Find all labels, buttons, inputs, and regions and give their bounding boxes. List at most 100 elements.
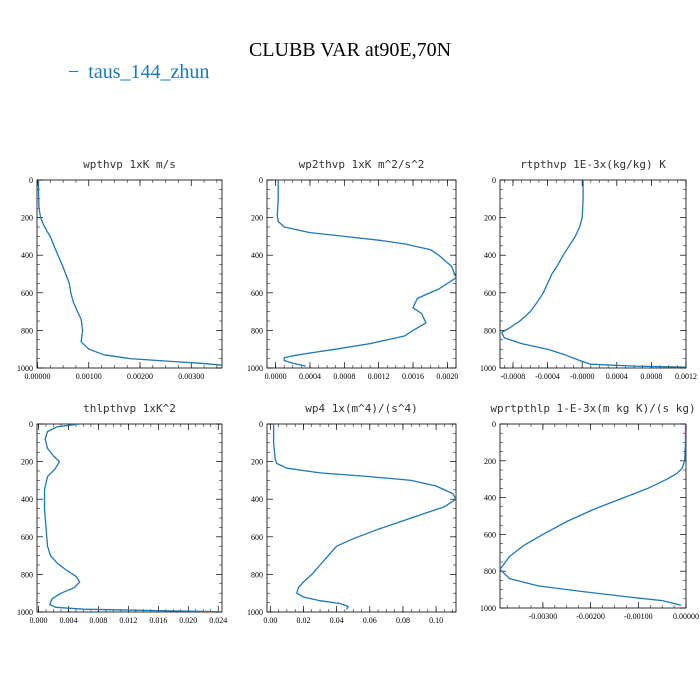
y-tick-label: 600 (251, 533, 263, 542)
plot-frame (266, 423, 457, 613)
series-line (276, 180, 456, 367)
series-line (43, 424, 219, 612)
y-tick-label: 200 (484, 214, 496, 223)
y-tick-label: 600 (21, 533, 33, 542)
x-tick-label: 0.008 (89, 616, 107, 625)
y-tick-label: 400 (21, 495, 33, 504)
y-tick-label: 600 (21, 289, 33, 298)
y-tick-label: 0 (259, 420, 263, 429)
x-tick-label: 0.0008 (640, 372, 662, 381)
x-tick-label: 0.0016 (402, 372, 424, 381)
y-tick-label: 400 (251, 251, 263, 260)
x-tick-label: 0.00200 (127, 372, 153, 381)
legend: − taus_144_zhun (68, 61, 209, 83)
x-tick-label: 0.10 (429, 616, 443, 625)
y-tick-label: 200 (21, 214, 33, 223)
panel-title: wpthvp 1xK m/s (83, 158, 176, 171)
y-tick-label: 0 (29, 420, 33, 429)
y-tick-label: 0 (492, 420, 496, 429)
y-tick-label: 1000 (480, 604, 496, 613)
y-tick-label: 1000 (17, 364, 33, 373)
x-tick-label: 0.004 (59, 616, 77, 625)
y-tick-label: 200 (251, 458, 263, 467)
y-tick-label: 800 (251, 570, 263, 579)
y-tick-label: 200 (251, 214, 263, 223)
y-tick-label: 400 (484, 251, 496, 260)
panel-title: thlpthvp 1xK^2 (83, 402, 176, 415)
x-tick-label: 0.024 (209, 616, 227, 625)
x-tick-label: 0.0020 (436, 372, 458, 381)
series-line (500, 424, 686, 606)
panel-1: wpthvp 1xK m/s 0.00000 0.00100 0.00200 0.003… (17, 158, 223, 381)
x-tick-label: 0.012 (119, 616, 137, 625)
y-tick-label: 400 (21, 251, 33, 260)
x-tick-label: -0.0004 (535, 372, 560, 381)
y-tick-label: 400 (484, 494, 496, 503)
y-tick-label: 600 (251, 289, 263, 298)
plot-frame (36, 179, 223, 369)
x-tick-label: -0.00200 (576, 612, 605, 621)
y-tick-label: 800 (251, 326, 263, 335)
x-tick-label: 0.0012 (675, 372, 697, 381)
legend-label: taus_144_zhun (88, 61, 209, 83)
y-tick-label: 200 (21, 458, 33, 467)
y-tick-label: 800 (484, 567, 496, 576)
panel-3: rtpthvp 1E-3x(kg/kg) K -0.0008 -0.0004 -0.0… (480, 158, 697, 381)
legend-entry: − taus_144_zhun (68, 61, 209, 83)
x-tick-label: -0.0000 (570, 372, 595, 381)
panel-4: thlpthvp 1xK^2 0.000 0.004 0.008 0.012 0.016 0… (17, 402, 227, 625)
panel-title: wp2thvp 1xK m^2/s^2 (299, 158, 425, 171)
x-tick-label: -0.00100 (624, 612, 653, 621)
series-line (37, 180, 222, 366)
figure-title: CLUBB VAR at90E,70N (249, 39, 451, 61)
legend-marker: − (68, 61, 79, 83)
plot-frame (36, 423, 223, 613)
plot-frame (499, 179, 687, 369)
x-tick-label: 0.06 (363, 616, 377, 625)
y-tick-label: 1000 (247, 364, 263, 373)
x-tick-label: -0.0008 (501, 372, 526, 381)
series-line (501, 180, 686, 368)
panel-title: wprtpthlp 1-E-3x(m kg K)/(s kg) (490, 402, 695, 415)
x-tick-label: 0.00000 (25, 372, 51, 381)
panel-2: wp2thvp 1xK m^2/s^2 0.0000 0.0004 0.0008 0.0… (247, 158, 458, 381)
panel-title: wp4 1x(m^4)/(s^4) (305, 402, 418, 415)
x-tick-label: 0.020 (179, 616, 197, 625)
y-tick-label: 0 (29, 176, 33, 185)
x-tick-label: 0.00 (263, 616, 277, 625)
x-tick-label: 0.04 (330, 616, 344, 625)
y-tick-label: 0 (492, 176, 496, 185)
y-tick-label: 1000 (17, 608, 33, 617)
x-tick-label: 0.00000 (673, 612, 699, 621)
y-tick-label: 1000 (247, 608, 263, 617)
y-tick-label: 800 (484, 326, 496, 335)
x-tick-label: 0.08 (396, 616, 410, 625)
y-tick-label: 600 (484, 530, 496, 539)
plot-frame (266, 179, 457, 369)
x-tick-label: -0.00300 (529, 612, 558, 621)
x-tick-label: 0.00100 (76, 372, 102, 381)
x-tick-label: 0.0004 (606, 372, 628, 381)
plot-frame (499, 423, 687, 609)
y-tick-label: 800 (21, 570, 33, 579)
y-tick-label: 0 (259, 176, 263, 185)
chart-panels: wpthvp 1xK m/s0.00000 0.00100 0.00200 0.003… (17, 158, 699, 625)
panel-6: wprtpthlp 1-E-3x(m kg K)/(s kg) -0.00300 -… (480, 402, 699, 621)
y-tick-label: 800 (21, 326, 33, 335)
x-tick-label: 0.00300 (178, 372, 204, 381)
x-tick-label: 0.016 (149, 616, 167, 625)
series-line (272, 424, 456, 610)
y-tick-label: 200 (484, 457, 496, 466)
x-tick-label: 0.0008 (333, 372, 355, 381)
x-tick-label: 0.0004 (299, 372, 321, 381)
x-tick-label: 0.0000 (265, 372, 287, 381)
x-tick-label: 0.02 (296, 616, 310, 625)
x-tick-label: 0.0012 (368, 372, 390, 381)
y-tick-label: 600 (484, 289, 496, 298)
panel-5: wp4 1x(m^4)/(s^4) 0.00 0.02 0.04 0.06 0.08 0.1… (247, 402, 457, 625)
panel-title: rtpthvp 1E-3x(kg/kg) K (520, 158, 666, 171)
y-tick-label: 400 (251, 495, 263, 504)
x-tick-label: 0.000 (29, 616, 47, 625)
y-tick-label: 1000 (480, 364, 496, 373)
